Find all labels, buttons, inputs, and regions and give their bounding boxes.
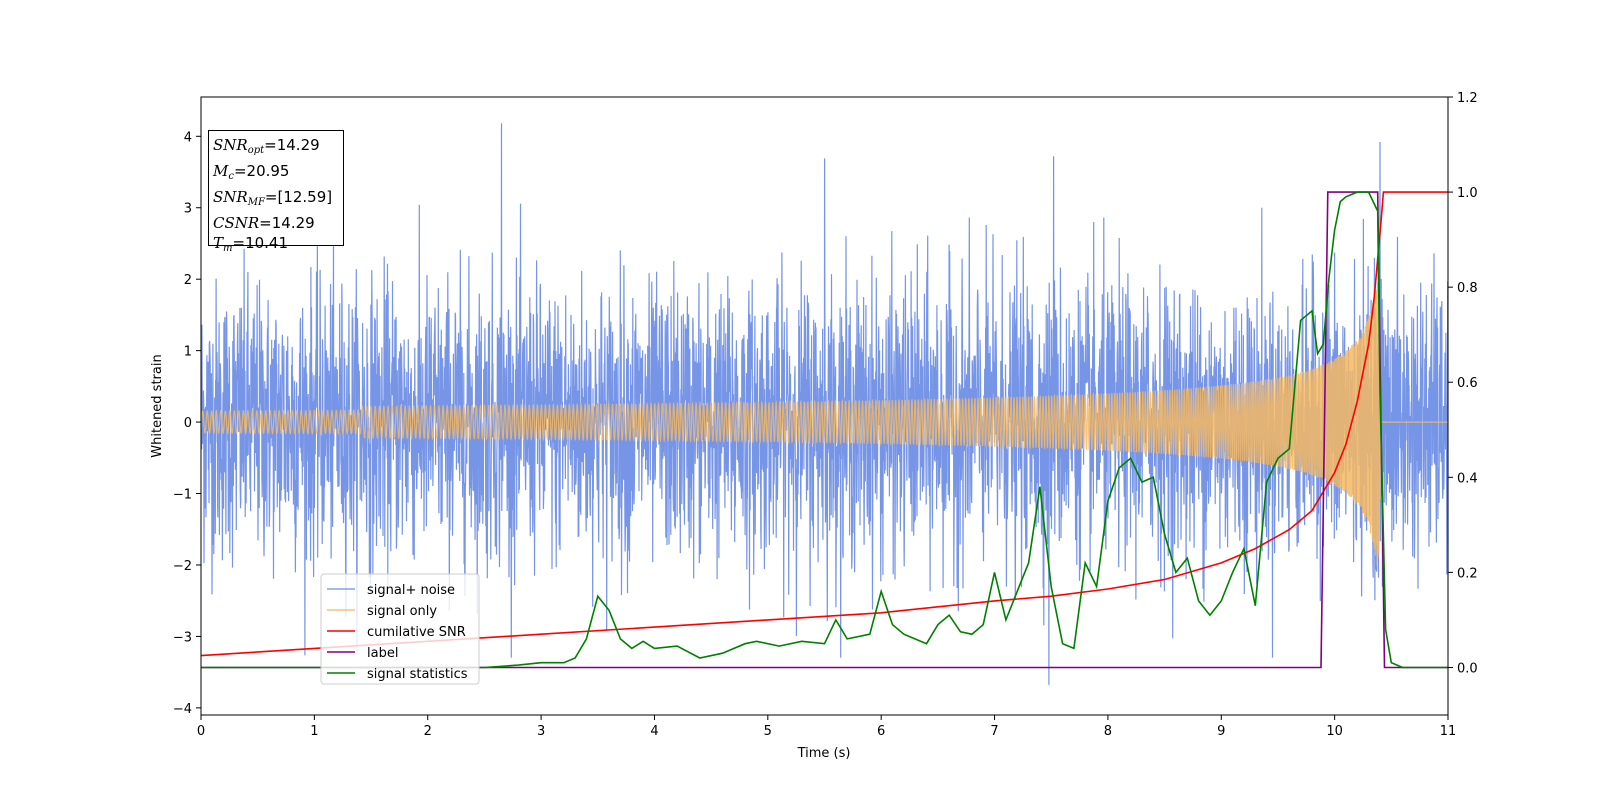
- y-tick-label: 4: [184, 130, 192, 145]
- y-axis-left: −4 −3 −2 −1 0 1 2 3 4: [173, 130, 201, 717]
- snr-opt-symbol: SNR: [213, 136, 248, 154]
- x-tick-label: 0: [197, 724, 205, 739]
- plot-frame: [200, 96, 1449, 716]
- y2-tick-label: 0.6: [1457, 376, 1478, 391]
- x-tick-label: 8: [1104, 724, 1112, 739]
- x-tick-label: 10: [1326, 724, 1343, 739]
- tm-subscript: m: [223, 243, 233, 254]
- x-tick-label: 11: [1440, 724, 1457, 739]
- snr-mf-value: =[12.59]: [264, 188, 333, 206]
- y-tick-label: −1: [173, 488, 192, 503]
- y2-tick-label: 0.2: [1457, 566, 1478, 581]
- mc-subscript: c: [228, 171, 234, 182]
- y-tick-label: −4: [173, 702, 192, 717]
- y-tick-label: −2: [173, 559, 192, 574]
- mc-entry: Mc=20.95: [213, 161, 343, 187]
- series-layer: [201, 123, 1448, 686]
- y-tick-label: 3: [184, 202, 192, 217]
- x-axis-label: Time (s): [797, 746, 851, 761]
- legend-box: [320, 573, 480, 685]
- x-tick-label: 6: [877, 724, 885, 739]
- x-tick-label: 1: [310, 724, 318, 739]
- legend-label-text: label: [367, 646, 398, 661]
- metrics-box: SNRopt=14.29 Mc=20.95 SNRMF=[12.59] CSNR…: [208, 130, 344, 254]
- y2-tick-label: 1.0: [1457, 186, 1478, 201]
- legend-signal-statistics-text: signal statistics: [367, 667, 468, 682]
- series-cumulative-snr: [201, 191, 1448, 657]
- y-tick-label: 2: [184, 273, 192, 288]
- series-label: [201, 191, 1448, 669]
- csnr-value: =14.29: [259, 214, 315, 232]
- legend-cumulative-snr-text: cumilative SNR: [367, 625, 466, 640]
- tm-entry: Tm=10.41: [213, 233, 343, 259]
- snr-opt-value: =14.29: [264, 136, 320, 154]
- csnr-symbol: CSNR: [213, 214, 260, 232]
- x-axis: 0 1 2 3 4 5 6 7 8 9 10 11: [197, 715, 1456, 739]
- x-tick-label: 4: [650, 724, 658, 739]
- csnr-entry: CSNR=14.29: [213, 213, 343, 233]
- series-signal-statistics: [201, 191, 1448, 669]
- series-signal-only: [201, 269, 1448, 566]
- tm-value: =10.41: [232, 234, 289, 252]
- mc-symbol: M: [213, 162, 229, 180]
- y-tick-label: 1: [184, 345, 192, 360]
- snr-opt-subscript: opt: [247, 145, 265, 156]
- y-axis-right: 0.0 0.2 0.4 0.6 0.8 1.0 1.2: [1448, 91, 1478, 676]
- x-tick-label: 2: [424, 724, 432, 739]
- x-tick-label: 3: [537, 724, 545, 739]
- y-tick-label: 0: [184, 416, 192, 431]
- y-tick-label: −3: [173, 630, 192, 645]
- snr-opt-entry: SNRopt=14.29: [213, 135, 343, 161]
- y2-tick-label: 1.2: [1457, 91, 1478, 106]
- tm-symbol: T: [213, 234, 224, 252]
- y2-tick-label: 0.0: [1457, 661, 1478, 676]
- snr-mf-subscript: MF: [247, 197, 265, 208]
- mc-value: =20.95: [233, 162, 290, 180]
- y2-tick-label: 0.4: [1457, 471, 1478, 486]
- y2-tick-label: 0.8: [1457, 281, 1478, 296]
- legend: signal+ noise signal only cumilative SNR la…: [320, 573, 480, 685]
- x-tick-label: 9: [1217, 724, 1225, 739]
- x-tick-label: 7: [990, 724, 998, 739]
- legend-signal-only-text: signal only: [367, 604, 437, 619]
- x-tick-label: 5: [764, 724, 772, 739]
- legend-signal-noise-text: signal+ noise: [367, 583, 455, 598]
- y-axis-label: Whitened strain: [150, 354, 165, 457]
- snr-mf-symbol: SNR: [213, 188, 248, 206]
- snr-mf-entry: SNRMF=[12.59]: [213, 187, 343, 213]
